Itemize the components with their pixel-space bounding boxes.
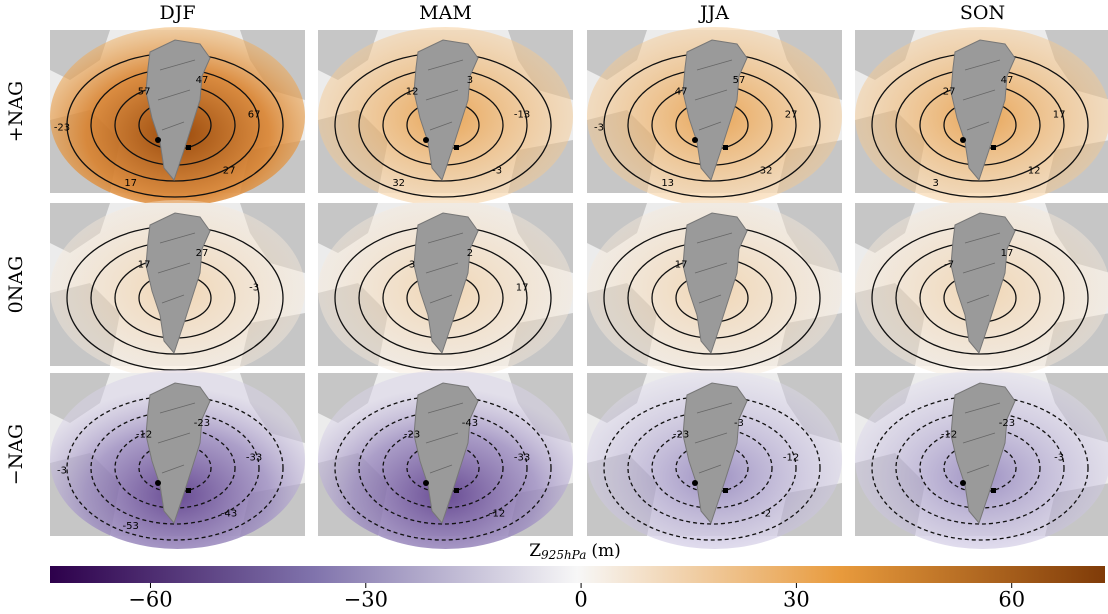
- station-dot: [960, 137, 966, 143]
- contour-label: -43: [462, 418, 478, 429]
- contour-label: 27: [223, 165, 236, 176]
- contour-label: 2: [467, 248, 473, 259]
- contour-label: 47: [675, 87, 688, 98]
- contour-label: -3: [57, 465, 67, 476]
- label-subscript: 925hPa: [541, 548, 586, 562]
- column-title: MAM: [419, 2, 472, 24]
- contour-label: -23: [54, 122, 70, 133]
- map-panel: -12 -23 -3: [855, 370, 1108, 549]
- panels: 5747672717-23123-13-3324757273213-327471…: [50, 27, 1108, 549]
- contour-label: -12: [783, 453, 799, 464]
- contour-label: -3: [734, 418, 744, 429]
- map-panel: 17 27 -3: [50, 200, 305, 379]
- label-unit: (m): [591, 541, 620, 561]
- contour-label: 17: [138, 260, 151, 271]
- contour-label: 47: [196, 75, 209, 86]
- colorbar-tick-label: 60: [998, 588, 1025, 612]
- contour-label: 13: [661, 178, 674, 189]
- map-panel: 12 3 -13 -3 32: [318, 27, 573, 206]
- contour-label: -3: [594, 122, 604, 133]
- contour-label: 17: [675, 260, 688, 271]
- contour-label: -7: [944, 260, 954, 271]
- contour-label: 27: [943, 87, 956, 98]
- contour-label: 12: [1028, 165, 1041, 176]
- contour-label: 32: [392, 178, 405, 189]
- colorbar-tick-label: 30: [783, 588, 810, 612]
- contour-label: 57: [138, 87, 151, 98]
- column-title: SON: [960, 2, 1005, 24]
- station-square: [186, 145, 191, 150]
- contour-label: 27: [196, 248, 209, 259]
- colorbar-ramp: [50, 566, 1105, 583]
- column-title: JJA: [698, 2, 729, 24]
- contour-label: 17: [516, 283, 529, 294]
- contour-label: 27: [785, 110, 798, 121]
- map-panel: 47 57 27 32 13 -3: [587, 27, 842, 206]
- contour-label: -33: [514, 453, 530, 464]
- contour-label: -12: [136, 430, 152, 441]
- colorbar-tick-label: 0: [574, 588, 587, 612]
- column-title: DJF: [159, 2, 195, 24]
- map-panel: -23 -43 -33 -12: [318, 370, 573, 549]
- station-square: [991, 488, 996, 493]
- contour-label: 17: [1053, 110, 1066, 121]
- contour-label: -43: [221, 508, 237, 519]
- contour-label: 67: [248, 110, 261, 121]
- contour-label: -23: [673, 430, 689, 441]
- label-symbol: Z: [529, 541, 541, 561]
- station-square: [723, 145, 728, 150]
- contour-label: -23: [404, 430, 420, 441]
- contour-label: -13: [514, 110, 530, 121]
- map-panel: 27 47 17 12 3: [855, 27, 1108, 206]
- contour-label: -2: [761, 508, 771, 519]
- contour-label: -3: [249, 283, 259, 294]
- contour-label: 12: [406, 87, 419, 98]
- contour-label: 57: [733, 75, 746, 86]
- station-dot: [960, 480, 966, 486]
- station-square: [186, 488, 191, 493]
- station-dot: [155, 480, 161, 486]
- contour-label: -33: [246, 453, 262, 464]
- map-panel: -12 -23 -33 -43 -53 -3: [50, 370, 305, 549]
- station-square: [454, 488, 459, 493]
- contour-label: 32: [760, 165, 773, 176]
- contour-label: 3: [409, 260, 415, 271]
- map-panel: 3 2 17: [318, 200, 573, 379]
- contour-label: -23: [194, 418, 210, 429]
- station-square: [723, 488, 728, 493]
- contour-label: 17: [1001, 248, 1014, 259]
- contour-label: -53: [123, 521, 139, 532]
- station-dot: [155, 137, 161, 143]
- contour-label: -3: [1054, 453, 1064, 464]
- row-label: +NAG: [5, 81, 27, 142]
- station-square: [991, 145, 996, 150]
- row-label: −NAG: [5, 424, 27, 485]
- station-dot: [692, 480, 698, 486]
- map-panel: 57 47 67 27 17 -23: [50, 27, 305, 206]
- contour-label: -12: [489, 508, 505, 519]
- contour-label: 17: [124, 178, 137, 189]
- contour-label: -23: [999, 418, 1015, 429]
- station-dot: [423, 480, 429, 486]
- colorbar-tick-label: −60: [128, 588, 172, 612]
- map-panel: -23 -3 -12 -2: [587, 370, 842, 549]
- contour-label: 47: [1001, 75, 1014, 86]
- contour-label: 3: [932, 178, 938, 189]
- station-dot: [423, 137, 429, 143]
- map-panel: -7 17: [855, 200, 1108, 379]
- contour-label: 3: [467, 75, 473, 86]
- colorbar: Z925hPa (m) −60 −30 0 30 60: [50, 541, 1105, 612]
- colorbar-label: Z925hPa (m): [529, 541, 621, 562]
- figure: 5747672717-23123-13-3324757273213-327471…: [0, 0, 1108, 614]
- station-square: [454, 145, 459, 150]
- colorbar-tick-label: −30: [344, 588, 388, 612]
- contour-label: -3: [492, 165, 502, 176]
- map-panel: 17: [587, 200, 842, 379]
- row-label: 0NAG: [5, 256, 27, 314]
- station-dot: [692, 137, 698, 143]
- contour-label: -12: [941, 430, 957, 441]
